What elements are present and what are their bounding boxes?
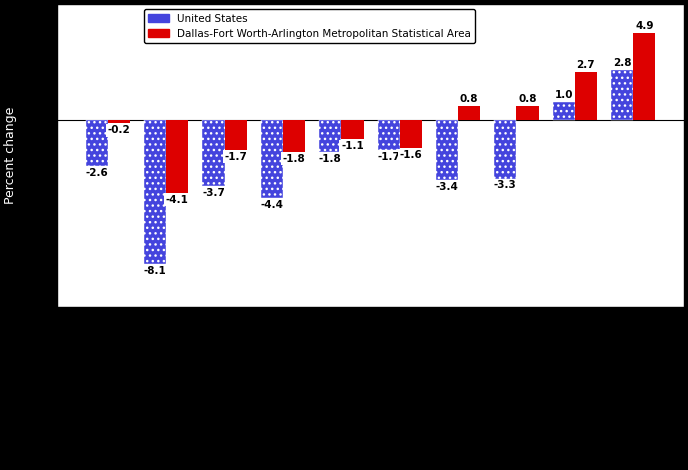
Bar	[261, 120, 283, 198]
Text: -3.7: -3.7	[202, 188, 225, 197]
Bar	[494, 120, 517, 179]
Bar	[517, 106, 539, 120]
Bar	[436, 120, 458, 180]
Text: 2.8: 2.8	[613, 58, 632, 68]
Text: -1.7: -1.7	[377, 152, 400, 162]
Bar	[202, 120, 224, 186]
Text: -1.6: -1.6	[400, 150, 422, 160]
Bar	[341, 120, 363, 140]
Bar	[611, 70, 633, 120]
Bar	[458, 106, 480, 120]
Bar	[108, 120, 130, 124]
Bar	[319, 120, 341, 152]
Text: 4.9: 4.9	[635, 21, 654, 31]
Bar	[400, 120, 422, 149]
Bar	[283, 120, 305, 152]
Text: -1.8: -1.8	[319, 154, 342, 164]
Text: -4.4: -4.4	[260, 200, 283, 210]
Legend: United States, Dallas-Fort Worth-Arlington Metropolitan Statistical Area: United States, Dallas-Fort Worth-Arlingt…	[144, 9, 475, 43]
Text: 1.0: 1.0	[555, 90, 573, 100]
Text: -0.2: -0.2	[107, 125, 130, 135]
Text: 0.8: 0.8	[460, 94, 478, 104]
Bar	[378, 120, 400, 150]
Text: -8.1: -8.1	[144, 266, 166, 276]
Text: -1.1: -1.1	[341, 141, 364, 151]
Bar	[86, 120, 108, 166]
Text: -3.4: -3.4	[436, 182, 458, 192]
Text: -4.1: -4.1	[166, 195, 189, 204]
Bar	[574, 72, 597, 120]
Bar	[633, 32, 656, 120]
Bar	[144, 120, 166, 264]
Text: -1.7: -1.7	[224, 152, 247, 162]
Text: -2.6: -2.6	[85, 168, 108, 178]
Bar	[166, 120, 189, 193]
Text: -3.3: -3.3	[494, 180, 517, 190]
Text: 0.8: 0.8	[518, 94, 537, 104]
Bar	[552, 102, 574, 120]
Text: -1.8: -1.8	[283, 154, 305, 164]
Text: 2.7: 2.7	[577, 60, 595, 70]
Bar	[224, 120, 247, 150]
Y-axis label: Percent change: Percent change	[4, 107, 17, 204]
